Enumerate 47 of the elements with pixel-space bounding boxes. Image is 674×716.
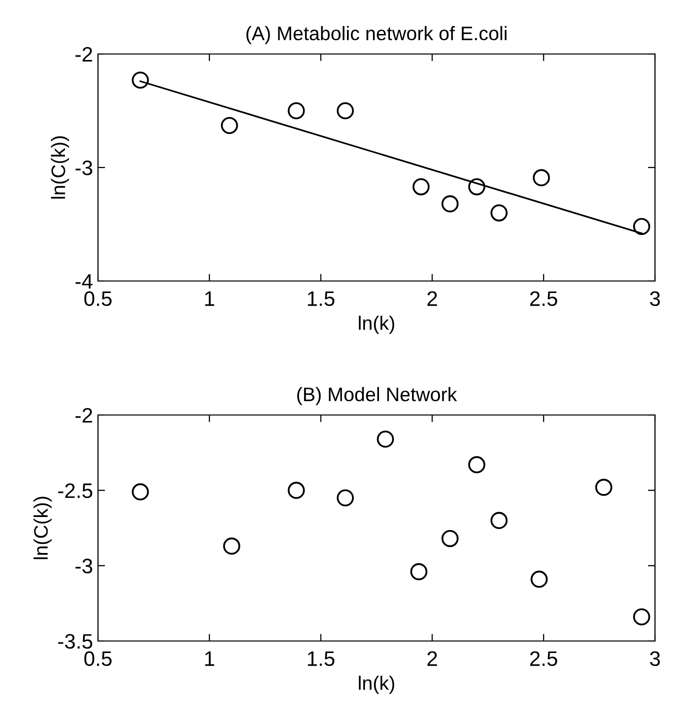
x-tick-label: 3 [650, 291, 660, 306]
y-tick-label: -4 [76, 274, 93, 289]
point [412, 178, 430, 196]
y-axis-title: ln(C(k)) [50, 136, 70, 199]
point [376, 430, 394, 448]
x-tick-label: 2 [427, 651, 437, 666]
x-axis-title: ln(k) [358, 676, 394, 694]
x-tick-label: 1 [205, 291, 214, 306]
point [132, 72, 149, 89]
x-tick-label: 1.5 [308, 291, 334, 306]
point [530, 570, 548, 588]
point [336, 102, 354, 120]
point [633, 608, 650, 626]
y-tick-label: -2 [76, 47, 92, 62]
y-tick-label: -2.5 [58, 483, 92, 498]
x-tick-label: 2 [427, 291, 437, 306]
point [441, 195, 459, 212]
point [468, 178, 486, 196]
x-tick-label: 0.5 [84, 651, 112, 666]
x-tick-label: 0.5 [84, 291, 112, 306]
x-tick-label: 3 [650, 651, 660, 666]
point [223, 538, 240, 555]
chart-title: (B) Model Network [297, 387, 458, 406]
point [468, 456, 486, 474]
point [633, 218, 650, 236]
point [490, 512, 508, 530]
y-tick-label: -3.5 [58, 634, 92, 649]
point [336, 489, 354, 506]
point [220, 116, 238, 134]
y-axis-title: ln(C(k)) [34, 496, 52, 560]
y-tick-label: -3 [76, 558, 92, 574]
x-tick-label: 2.5 [530, 651, 558, 666]
point [441, 530, 459, 548]
point [132, 483, 149, 500]
point [410, 563, 428, 580]
x-tick-label: 1.5 [308, 651, 334, 666]
point [288, 482, 305, 499]
x-axis-title: ln(k) [358, 316, 394, 334]
y-tick-label: -3 [76, 160, 92, 176]
point [490, 204, 508, 222]
x-tick-label: 1 [205, 651, 214, 666]
chart-title: (A) Metabolic network of E.coli [246, 26, 506, 44]
point [288, 102, 305, 120]
x-tick-label: 2.5 [530, 291, 558, 306]
y-tick-label: -2 [76, 408, 92, 423]
point [595, 478, 612, 496]
point [532, 169, 550, 186]
